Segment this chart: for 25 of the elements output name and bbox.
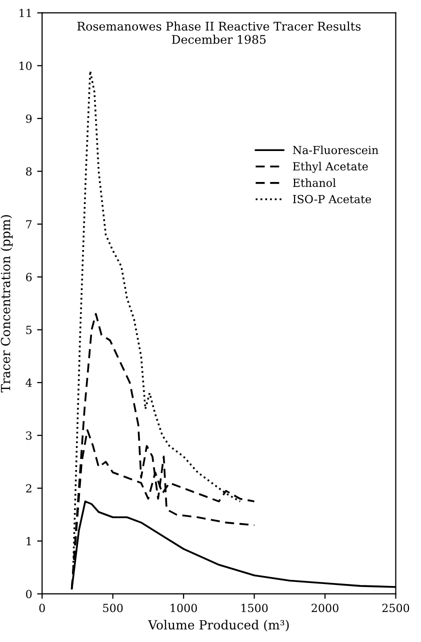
y-tick-label: 6 [26,272,32,282]
y-tick-label: 10 [20,62,32,70]
y-tick-label: 9 [26,114,32,123]
y-tick-label: 8 [26,167,32,176]
y-tick-label: 7 [26,220,32,228]
x-tick-label: 2000 [312,604,338,612]
x-tick-label: 0 [39,604,45,612]
legend-label: ISO-P Acetate [292,194,372,204]
y-axis-title: Tracer Concentration (ppm) [0,215,13,392]
y-tick-label: 1 [26,537,31,546]
y-tick-label: 5 [26,326,32,334]
legend-label: Ethanol [292,178,336,187]
y-tick-label: 3 [26,431,32,440]
y-tick-label: 4 [26,378,32,387]
legend-label: Na-Fluorescein [292,146,378,154]
y-tick-label: 2 [26,484,32,492]
x-tick-label: 1000 [170,604,197,612]
y-tick-label: 0 [26,590,32,598]
y-tick-label: 11 [20,8,31,18]
x-axis-title: Volume Produced (m³) [148,620,289,632]
legend-label: Ethyl Acetate [292,162,368,173]
x-tick-label: 500 [103,604,123,612]
text: Rosemanowes Phase II Reactive Tracer Results December 1985 [77,22,361,44]
x-tick-label: 2500 [382,604,410,612]
x-tick-label: 1500 [242,604,268,612]
